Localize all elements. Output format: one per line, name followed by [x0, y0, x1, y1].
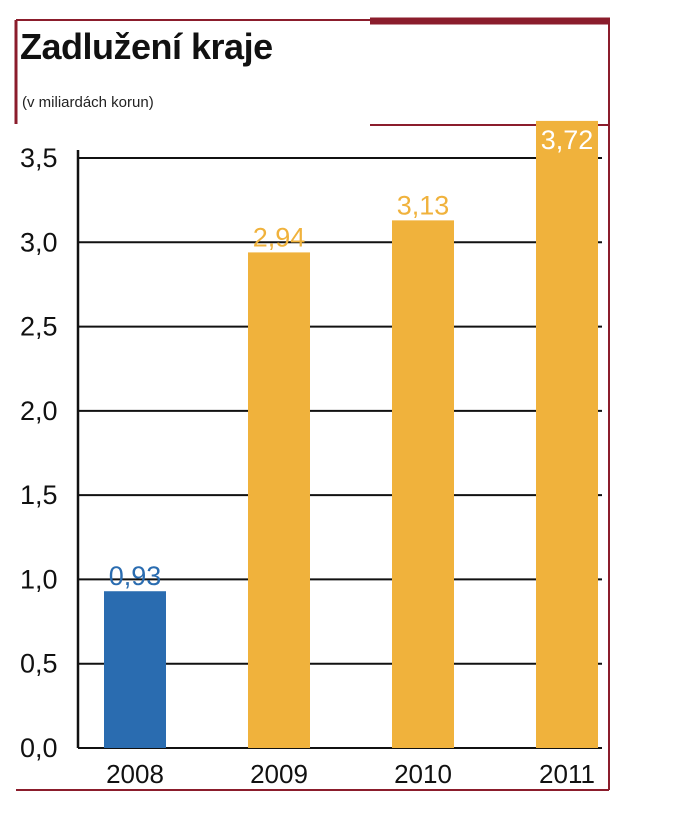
- y-tick-label: 2,0: [20, 396, 58, 426]
- bar: [392, 220, 454, 748]
- y-tick-label: 3,5: [20, 143, 58, 173]
- chart-subtitle: (v miliardách korun): [22, 94, 154, 111]
- chart-title: Zadlužení kraje: [20, 26, 273, 67]
- y-tick-label: 0,0: [20, 733, 58, 763]
- bar-value-label: 0,93: [109, 561, 162, 591]
- bar: [104, 591, 166, 748]
- x-tick-label: 2011: [539, 759, 595, 789]
- bar-value-label: 2,94: [253, 222, 306, 252]
- bar-value-label: 3,72: [541, 125, 594, 155]
- x-tick-label: 2009: [250, 759, 308, 789]
- x-tick-label: 2010: [394, 759, 452, 789]
- y-tick-label: 2,5: [20, 312, 58, 342]
- bar-value-label: 3,13: [397, 190, 450, 220]
- y-tick-label: 3,0: [20, 227, 58, 257]
- y-tick-label: 0,5: [20, 649, 58, 679]
- bar: [248, 252, 310, 748]
- x-tick-label: 2008: [106, 759, 164, 789]
- y-tick-label: 1,0: [20, 564, 58, 594]
- y-tick-label: 1,5: [20, 480, 58, 510]
- bar: [536, 120, 598, 748]
